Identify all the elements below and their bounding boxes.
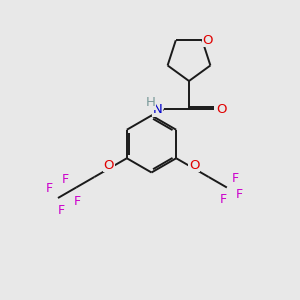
- Text: O: O: [202, 34, 213, 47]
- Text: F: F: [58, 204, 65, 217]
- Text: O: O: [189, 158, 199, 172]
- Text: F: F: [232, 172, 239, 184]
- Text: F: F: [236, 188, 243, 201]
- Text: F: F: [46, 182, 52, 195]
- Text: O: O: [104, 158, 114, 172]
- Text: F: F: [61, 173, 69, 186]
- Text: F: F: [220, 194, 227, 206]
- Text: F: F: [74, 195, 81, 208]
- Text: N: N: [152, 103, 162, 116]
- Text: H: H: [146, 96, 156, 110]
- Text: O: O: [216, 103, 226, 116]
